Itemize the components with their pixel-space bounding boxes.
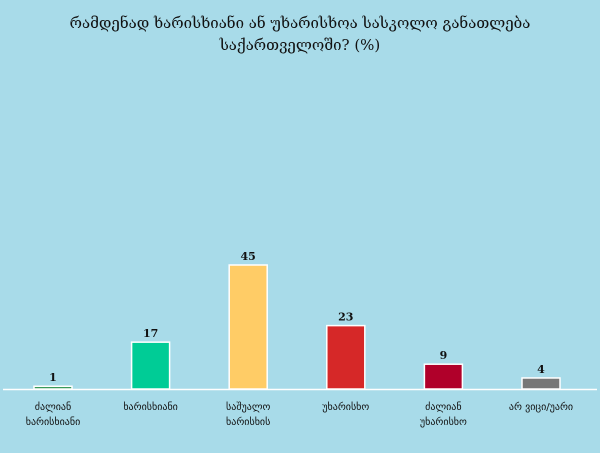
value-label-3: 45 — [241, 250, 256, 263]
value-label-6: 4 — [537, 363, 545, 376]
bar-2 — [130, 341, 171, 390]
bar-3 — [228, 264, 268, 390]
category-label-5-line-2: უხარისხო — [420, 416, 467, 428]
bar-1 — [33, 385, 73, 390]
category-label-2-line-1: ხარისხიანი — [123, 401, 178, 413]
category-label-1-line-2: ხარისხიანი — [26, 416, 81, 428]
category-labels-group: ძალიან ხარისხიანი ხარისხიანი საშუალო ხარისხი… — [26, 401, 573, 428]
chart-title: რამდენად ხარისხიანი ან უხარისხოა სასკოლო… — [0, 12, 600, 56]
category-label-1-line-1: ძალიან — [35, 401, 71, 413]
value-label-1: 1 — [49, 371, 57, 384]
chart-title-line-2: საქართველოში? (%) — [219, 36, 381, 54]
value-labels-group: 1 17 45 23 9 4 — [49, 250, 545, 384]
value-label-5: 9 — [440, 349, 448, 362]
bar-5 — [423, 363, 464, 390]
category-label-3-line-2: ხარისხის — [226, 416, 270, 428]
value-label-2: 17 — [143, 327, 158, 340]
category-label-4-line-1: უხარისხო — [322, 401, 369, 413]
bar-6 — [521, 377, 561, 390]
bars-group — [33, 264, 561, 390]
category-label-5-line-1: ძალიან — [425, 401, 461, 413]
bar-4 — [326, 324, 366, 390]
chart-title-line-1: რამდენად ხარისხიანი ან უხარისხოა სასკოლო… — [69, 14, 531, 32]
category-label-3-line-1: საშუალო — [226, 401, 270, 413]
category-label-6-line-1: არ ვიცი/უარი — [509, 401, 573, 413]
value-label-4: 23 — [338, 311, 353, 324]
